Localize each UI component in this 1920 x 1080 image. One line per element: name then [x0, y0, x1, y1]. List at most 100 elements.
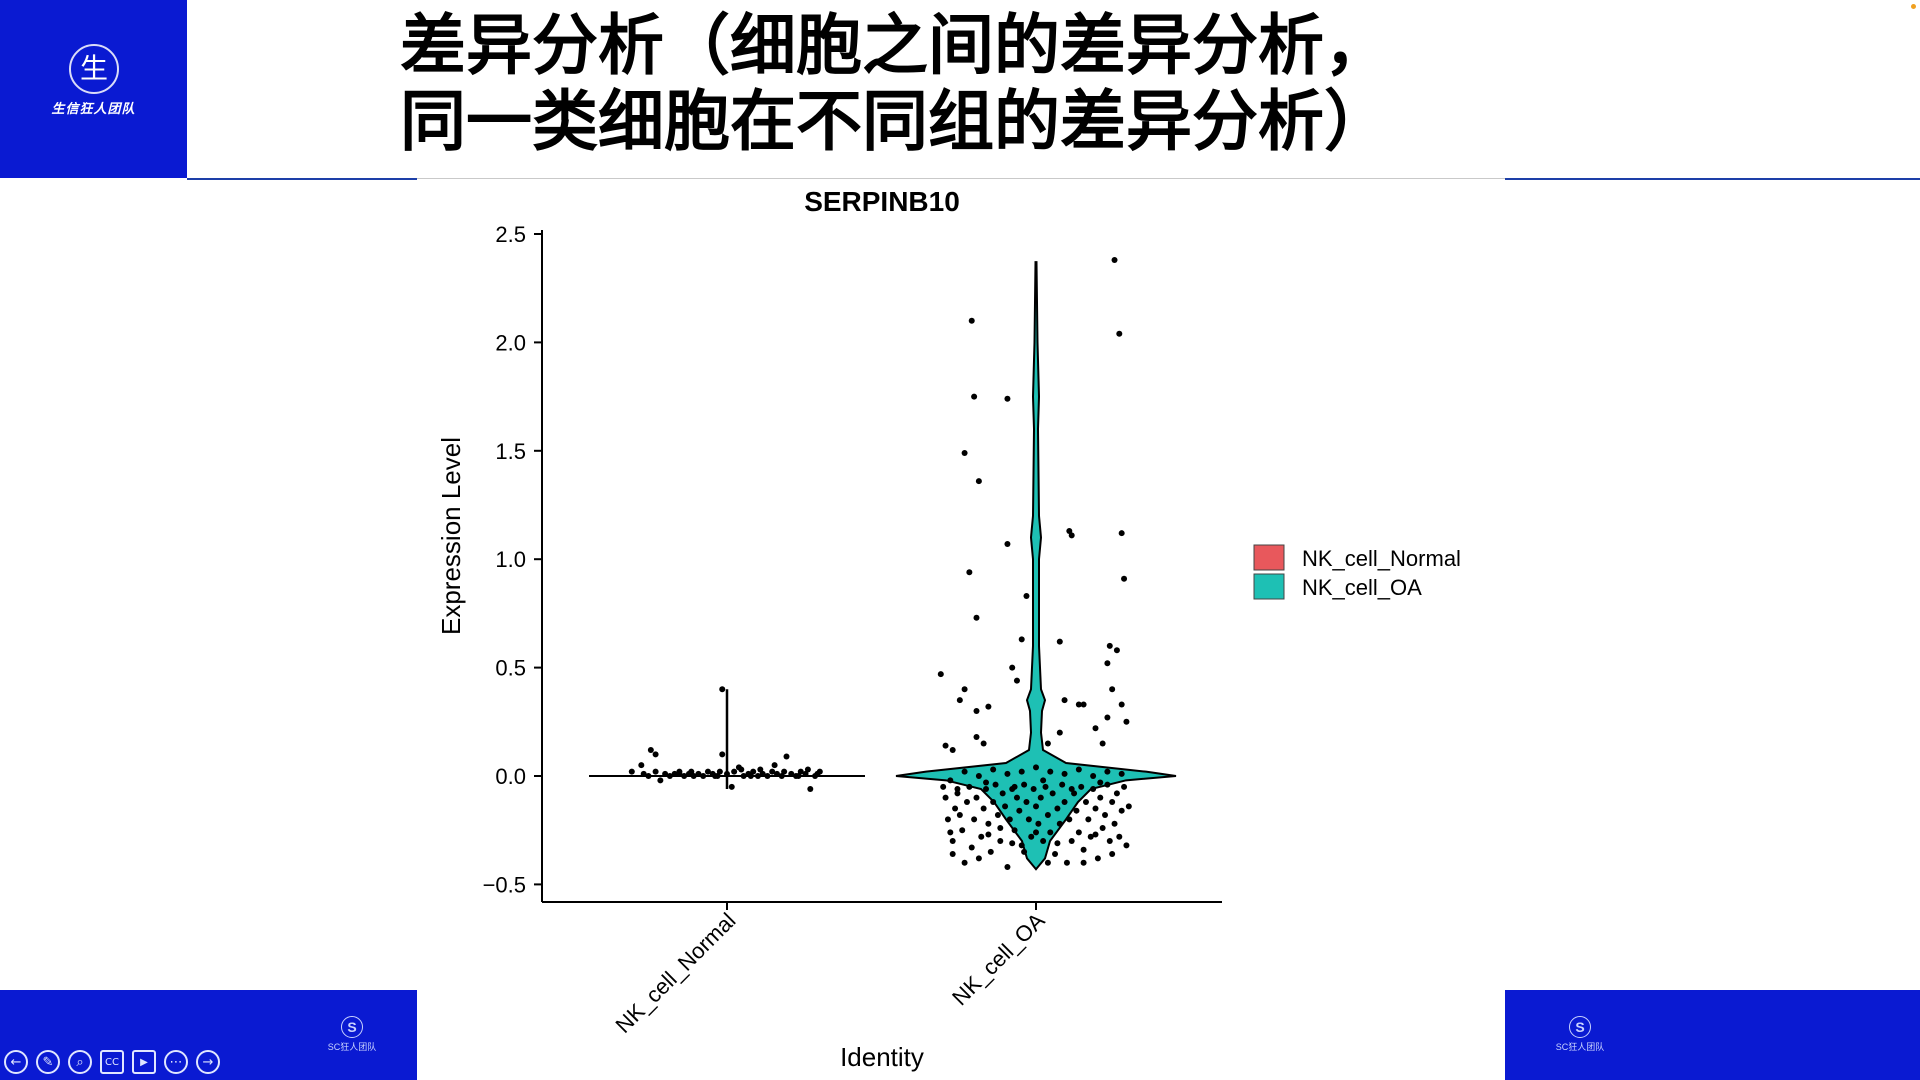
data-point [740, 773, 747, 779]
data-point [788, 770, 795, 777]
data-point [795, 773, 802, 779]
data-point [975, 855, 982, 862]
captions-icon[interactable]: CC [100, 1050, 124, 1074]
data-point [652, 751, 659, 758]
violin-oa [895, 261, 1177, 871]
data-point [1092, 831, 1099, 838]
data-point [1121, 575, 1128, 582]
data-point [973, 733, 980, 740]
data-point [956, 812, 963, 819]
y-axis-label: Expression Level [436, 437, 466, 635]
data-point [1113, 790, 1120, 797]
y-tick-label: −0.5 [483, 872, 526, 897]
data-point [769, 768, 776, 775]
data-point [1104, 768, 1111, 775]
data-point [985, 703, 992, 710]
data-point [1082, 799, 1089, 806]
data-point [1061, 799, 1068, 806]
data-point [1056, 729, 1063, 736]
data-point [681, 773, 688, 779]
data-point [652, 768, 659, 775]
data-point [973, 614, 980, 621]
data-point [1004, 395, 1011, 402]
data-point [1013, 794, 1020, 801]
data-point [959, 827, 966, 834]
data-point [961, 859, 968, 866]
data-point [966, 783, 973, 790]
data-point [724, 770, 730, 777]
data-point [1092, 725, 1099, 732]
data-point [954, 786, 961, 793]
data-point [1002, 803, 1009, 810]
data-point [1097, 794, 1104, 801]
data-point [1121, 783, 1128, 790]
data-point [1054, 805, 1061, 812]
data-point [764, 773, 771, 779]
data-point [728, 783, 735, 790]
footer-band-right: S SC狂人团队 [1505, 990, 1920, 1080]
slide-title: 差异分析（细胞之间的差异分析， 同一类细胞在不同组的差异分析） [400, 8, 1550, 160]
data-point [731, 768, 738, 775]
data-point [1054, 840, 1061, 847]
more-icon[interactable]: ⋯ [164, 1050, 188, 1074]
data-point [1042, 783, 1049, 790]
data-point [1044, 859, 1051, 866]
slide-title-line-2: 同一类细胞在不同组的差异分析） [400, 83, 1390, 160]
data-point [949, 851, 956, 858]
team-logo: 生 生信狂人团队 [0, 0, 187, 178]
data-point [1016, 807, 1023, 814]
pen-icon[interactable]: ✎ [36, 1050, 60, 1074]
data-point [947, 777, 954, 784]
video-icon[interactable]: ▶ [132, 1050, 156, 1074]
data-point [1061, 770, 1068, 777]
y-tick-label: 0.5 [495, 656, 526, 681]
data-point [1092, 805, 1099, 812]
y-tick-label: 1.5 [495, 439, 526, 464]
data-point [1118, 770, 1125, 777]
data-point [1061, 697, 1068, 704]
data-point [628, 768, 635, 775]
data-point [1116, 833, 1123, 840]
data-point [645, 773, 652, 779]
data-point [700, 773, 707, 779]
data-point [973, 794, 980, 801]
data-point [978, 833, 985, 840]
data-point [1080, 701, 1087, 708]
data-point [999, 790, 1006, 797]
data-point [980, 805, 987, 812]
data-point [640, 770, 647, 777]
data-point [1013, 677, 1020, 684]
data-point [940, 783, 947, 790]
data-point [985, 820, 992, 827]
data-point [1116, 330, 1123, 337]
data-point [695, 770, 702, 777]
data-point [975, 478, 982, 485]
data-point [1018, 842, 1025, 849]
data-point [1094, 855, 1101, 862]
data-point [1080, 846, 1087, 853]
data-point [1044, 740, 1051, 747]
data-point [942, 742, 949, 749]
data-point [1085, 816, 1092, 823]
back-icon[interactable]: ← [4, 1050, 28, 1074]
data-point [1023, 593, 1030, 600]
zoom-icon[interactable]: ⌕ [68, 1050, 92, 1074]
data-point [1104, 714, 1111, 721]
data-point [1106, 642, 1113, 649]
data-point [1033, 803, 1039, 810]
data-point [1099, 825, 1106, 832]
data-point [985, 831, 992, 838]
data-point [966, 569, 973, 576]
data-point [1040, 838, 1047, 845]
logo-mark: 生 [69, 44, 119, 94]
data-point [990, 799, 997, 806]
data-point [1004, 864, 1011, 871]
data-point [1113, 647, 1120, 654]
data-point [807, 786, 814, 793]
data-point [1004, 770, 1011, 777]
forward-icon[interactable]: → [196, 1050, 220, 1074]
data-point [1023, 799, 1030, 806]
data-point [1021, 848, 1028, 855]
data-point [944, 816, 951, 823]
data-point [1006, 816, 1013, 823]
